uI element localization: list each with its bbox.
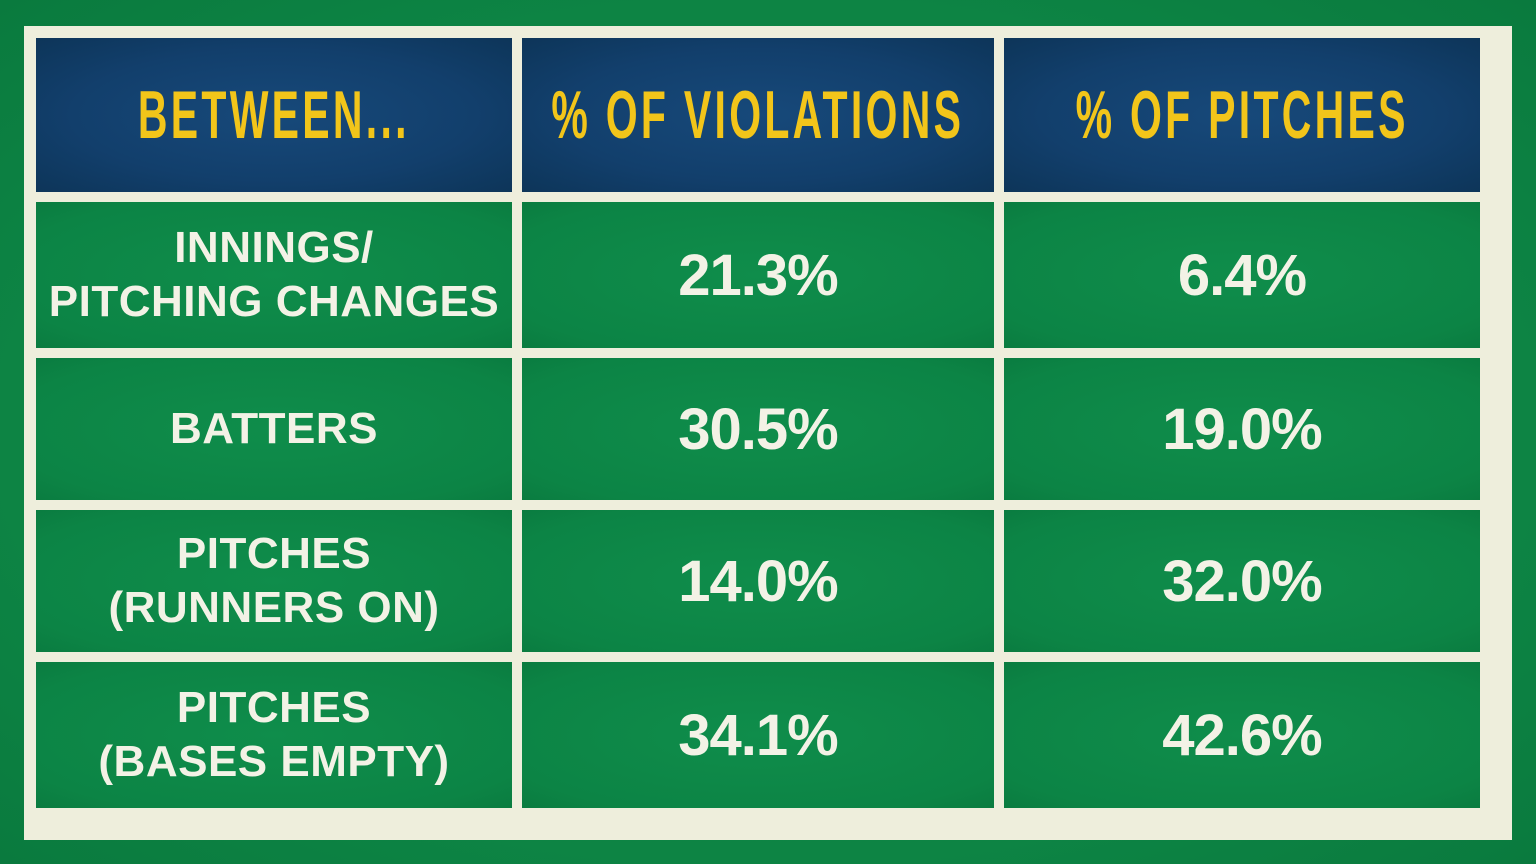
value-cell: 32.0% [1004, 510, 1480, 652]
header-cell: BETWEEN... [36, 38, 512, 192]
row-label-cell: INNINGS/PITCHING CHANGES [36, 202, 512, 348]
value-text: 32.0% [1162, 548, 1322, 614]
value-text: 34.1% [678, 702, 838, 768]
value-text: 14.0% [678, 548, 838, 614]
row-label-cell: PITCHES (RUNNERS ON) [36, 510, 512, 652]
value-cell: 42.6% [1004, 662, 1480, 808]
row-label-cell: BATTERS [36, 358, 512, 500]
row-label-line: PITCHES [176, 683, 372, 732]
value-cell: 19.0% [1004, 358, 1480, 500]
value-cell: 6.4% [1004, 202, 1480, 348]
value-text: 19.0% [1162, 396, 1322, 462]
row-label-line: INNINGS/ [174, 223, 374, 272]
value-cell: 30.5% [522, 358, 994, 500]
header-text: BETWEEN... [138, 77, 410, 153]
value-text: 21.3% [678, 242, 838, 308]
row-label-line: PITCHES [176, 529, 372, 578]
value-text: 30.5% [678, 396, 838, 462]
value-text: 6.4% [1177, 242, 1307, 308]
header-text: % OF VIOLATIONS [551, 77, 965, 153]
row-label-line: (BASES EMPTY) [98, 737, 450, 786]
header-cell: % OF PITCHES [1004, 38, 1480, 192]
header-cell: % OF VIOLATIONS [522, 38, 994, 192]
value-text: 42.6% [1162, 702, 1322, 768]
value-cell: 34.1% [522, 662, 994, 808]
value-cell: 21.3% [522, 202, 994, 348]
table: BETWEEN... % OF VIOLATIONS % OF PITCHES INN… [24, 26, 1512, 840]
header-text: % OF PITCHES [1075, 77, 1409, 153]
row-label-cell: PITCHES (BASES EMPTY) [36, 662, 512, 808]
value-cell: 14.0% [522, 510, 994, 652]
row-label-line: BATTERS [169, 404, 378, 453]
row-label-line: (RUNNERS ON) [108, 583, 440, 632]
row-label-line: PITCHING CHANGES [48, 277, 500, 326]
